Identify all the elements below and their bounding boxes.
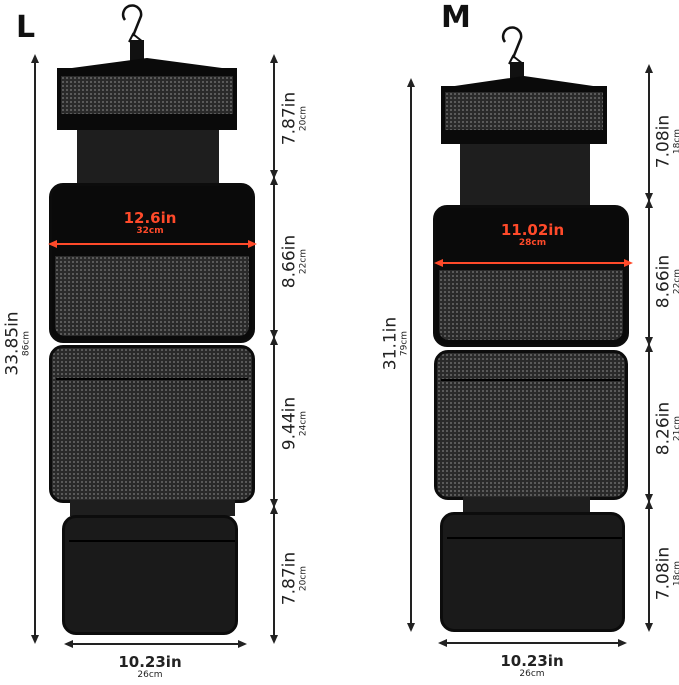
section-1-height-l: 7.87in 20cm [279,84,309,154]
section-cm: 24cm [298,410,309,437]
middle-compartment [434,350,628,500]
total-height-label-l: 33.85in 86cm [2,304,32,384]
section-2-height-l: 8.66in 22cm [279,227,309,297]
section-height-line-l [273,58,275,640]
total-height-cm: 79cm [399,330,410,357]
section-1-height-m: 7.08in 18cm [653,107,679,177]
section-in: 7.08in [653,114,674,169]
inner-width-label-m: 11.02in 28cm [480,222,585,248]
section-4-height-l: 7.87in 20cm [279,544,309,614]
section-3-height-m: 8.26in 21cm [653,394,679,464]
width-in: 10.23in [500,652,564,670]
hanger-hook-icon [501,26,524,84]
size-label-m: M [441,0,471,35]
inner-width-in: 12.6in [123,209,177,227]
total-height-line-m [410,82,412,628]
section-cm: 20cm [298,565,309,592]
upper-compartment [49,183,255,343]
inner-width-label-l: 12.6in 32cm [100,210,200,236]
section-in: 8.66in [653,254,674,309]
bottom-compartment [62,515,238,635]
width-label-m: 10.23in 26cm [482,653,582,679]
section-cm: 20cm [298,105,309,132]
width-label-l: 10.23in 26cm [100,654,200,680]
inner-width-cm: 28cm [518,238,547,248]
total-height-in: 33.85in [2,311,23,376]
section-in: 7.08in [653,546,674,601]
hanger-hook-icon [121,4,144,62]
total-height-line-l [34,58,36,640]
section-in: 7.87in [279,551,300,606]
width-line-l [68,643,242,645]
width-line-m [442,642,622,644]
total-height-in: 31.1in [380,316,401,371]
section-in: 9.44in [279,396,300,451]
bottom-compartment [440,512,625,632]
inner-width-line-l [52,243,252,245]
width-in: 10.23in [118,653,182,671]
width-cm: 26cm [137,670,163,680]
total-height-cm: 86cm [21,330,32,357]
middle-compartment [49,345,255,503]
section-in: 7.87in [279,91,300,146]
inner-width-cm: 32cm [136,226,164,236]
section-in: 8.26in [653,401,674,456]
section-2-height-m: 8.66in 22cm [653,247,679,317]
inner-width-in: 11.02in [500,221,565,239]
section-4-height-m: 7.08in 18cm [653,539,679,609]
section-in: 8.66in [279,234,300,289]
section-cm: 22cm [298,248,309,275]
section-3-height-l: 9.44in 24cm [279,389,309,459]
total-height-label-m: 31.1in 79cm [380,304,410,384]
upper-compartment [433,205,629,347]
size-label-l: L [16,10,36,45]
top-flap-pocket [57,68,237,130]
width-cm: 26cm [519,669,545,679]
top-flap-pocket [441,86,607,144]
inner-width-line-m [438,262,628,264]
